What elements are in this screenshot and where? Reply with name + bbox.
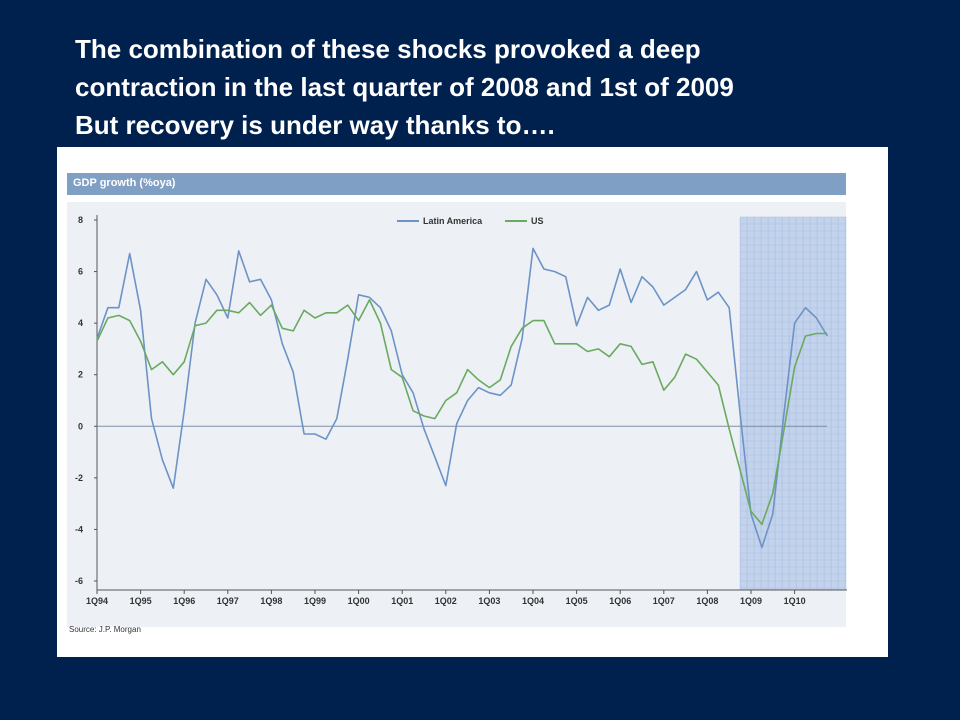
- legend-label: US: [531, 216, 544, 226]
- x-tick-label: 1Q99: [304, 596, 326, 606]
- slide-title-line-1: The combination of these shocks provoked…: [75, 34, 701, 64]
- y-tick-label: -2: [75, 473, 83, 483]
- series-line-latin-america: [96, 247, 828, 549]
- x-tick-label: 1Q94: [86, 596, 108, 606]
- slide-title-line-3: But recovery is under way thanks to….: [75, 110, 555, 140]
- y-tick-label: -6: [75, 576, 83, 586]
- x-tick-label: 1Q08: [696, 596, 718, 606]
- y-tick-label: 0: [78, 421, 83, 431]
- x-tick-label: 1Q07: [653, 596, 675, 606]
- x-tick-label: 1Q06: [609, 596, 631, 606]
- x-tick-label: 1Q03: [478, 596, 500, 606]
- y-tick-label: -4: [75, 524, 83, 534]
- shaded-region: [740, 217, 847, 590]
- x-tick-label: 1Q05: [566, 596, 588, 606]
- legend-label: Latin America: [423, 216, 483, 226]
- x-tick-label: 1Q98: [260, 596, 282, 606]
- chart-header-bar: GDP growth (%oya): [67, 173, 846, 195]
- slide-title: The combination of these shocks provoked…: [75, 30, 935, 144]
- chart-title: GDP growth (%oya): [73, 177, 176, 189]
- x-tick-label: 1Q09: [740, 596, 762, 606]
- y-tick-label: 6: [78, 267, 83, 277]
- y-tick-label: 4: [78, 318, 83, 328]
- x-tick-label: 1Q01: [391, 596, 413, 606]
- x-tick-label: 1Q00: [348, 596, 370, 606]
- x-tick-label: 1Q96: [173, 596, 195, 606]
- x-tick-label: 1Q04: [522, 596, 544, 606]
- x-tick-label: 1Q95: [130, 596, 152, 606]
- x-tick-label: 1Q97: [217, 596, 239, 606]
- slide-title-line-2: contraction in the last quarter of 2008 …: [75, 72, 734, 102]
- y-tick-label: 2: [78, 370, 83, 380]
- chart-panel: GDP growth (%oya) 8 6 4 2 0 -2 -4 -6 1Q94 1Q95 1Q9…: [57, 147, 888, 657]
- x-tick-label: 1Q10: [784, 596, 806, 606]
- series-line-us: [96, 299, 828, 526]
- y-tick-label: 8: [78, 215, 83, 225]
- source-note: Source: J.P. Morgan: [69, 625, 141, 634]
- x-tick-label: 1Q02: [435, 596, 457, 606]
- plot-background: [67, 202, 846, 627]
